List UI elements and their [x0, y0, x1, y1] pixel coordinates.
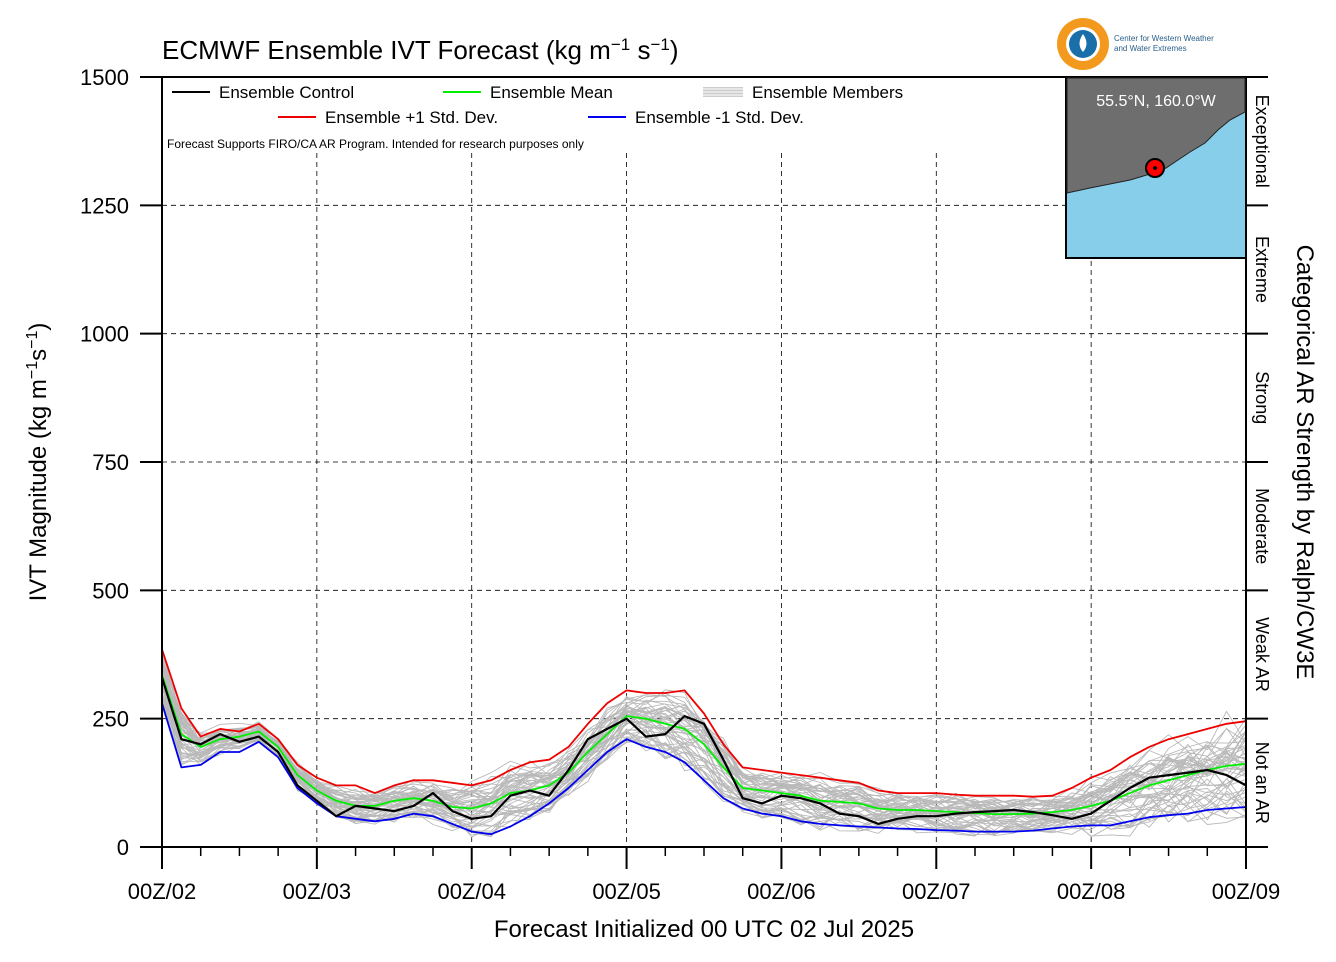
- y-tick-label: 750: [92, 450, 129, 475]
- right-axis-title: Categorical AR Strength by Ralph/CW3E: [1291, 245, 1318, 680]
- y-tick-label: 250: [92, 707, 129, 732]
- logo-text-line2: and Water Extremes: [1114, 44, 1187, 53]
- location-marker-center: [1153, 166, 1157, 170]
- series-line-ensemble-control: [160, 677, 1247, 826]
- x-tick-label: 00Z/07: [902, 879, 971, 904]
- category-label: Strong: [1252, 371, 1272, 424]
- x-tick-label: 00Z/04: [437, 879, 506, 904]
- ensemble-member-line: [161, 686, 1247, 833]
- y-axis: 0 250 500 750 1000 1250 1500: [80, 65, 162, 860]
- series-lines: [160, 649, 1247, 836]
- ensemble-member-line: [161, 668, 1247, 814]
- y-tick-label: 1500: [80, 65, 129, 90]
- category-label: Exceptional: [1252, 95, 1272, 188]
- legend-label: Ensemble Members: [752, 83, 903, 102]
- series-line-ensemble-mean: [161, 674, 1247, 815]
- location-inset-map: 55.5°N, 160.0°W: [1065, 76, 1247, 259]
- x-tick-label: 00Z/02: [128, 879, 197, 904]
- cw3e-logo: Center for Western Weather and Water Ext…: [1057, 18, 1214, 70]
- y-axis-title: IVT Magnitude (kg m−1s−1): [24, 323, 52, 602]
- ensemble-member-line: [161, 671, 1247, 815]
- ensemble-member-line: [161, 680, 1247, 827]
- legend-label: Ensemble +1 Std. Dev.: [325, 108, 498, 127]
- forecast-note: Forecast Supports FIRO/CA AR Program. In…: [167, 137, 584, 151]
- y-tick-label: 500: [92, 578, 129, 603]
- y-tick-label: 1000: [80, 322, 129, 347]
- category-label: Weak AR: [1252, 617, 1272, 692]
- x-tick-label: 00Z/08: [1057, 879, 1126, 904]
- inset-location-label: 55.5°N, 160.0°W: [1096, 93, 1216, 110]
- logo-text-line1: Center for Western Weather: [1114, 34, 1214, 43]
- ensemble-member-line: [161, 668, 1247, 816]
- ensemble-member-line: [161, 684, 1247, 827]
- series-line-ensemble-1-std-dev-: [161, 703, 1247, 836]
- category-label: Moderate: [1252, 488, 1272, 564]
- ensemble-member-line: [161, 648, 1247, 810]
- x-tick-label: 00Z/09: [1212, 879, 1281, 904]
- right-category-axis: Not an AR Weak AR Moderate Strong Extreme Exc…: [1246, 76, 1272, 848]
- category-label: Extreme: [1252, 236, 1272, 303]
- ensemble-member-line: [161, 662, 1247, 813]
- ensemble-member-line: [161, 667, 1247, 812]
- legend-label: Ensemble Mean: [490, 83, 613, 102]
- y-tick-label: 1250: [80, 193, 129, 218]
- category-label: Not an AR: [1252, 742, 1272, 824]
- ensemble-member-line: [161, 673, 1247, 822]
- grid-lines: [162, 153, 1246, 847]
- x-axis-title: Forecast Initialized 00 UTC 02 Jul 2025: [494, 916, 914, 943]
- x-tick-label: 00Z/05: [592, 879, 661, 904]
- chart-title: ECMWF Ensemble IVT Forecast (kg m−1 s−1): [162, 35, 679, 65]
- x-axis: 00Z/02 00Z/03 00Z/04 00Z/05 00Z/06 00Z/07 00Z/…: [128, 847, 1281, 904]
- legend-label: Ensemble Control: [219, 83, 354, 102]
- x-tick-label: 00Z/03: [283, 879, 352, 904]
- ensemble-member-line: [161, 658, 1247, 816]
- inset-land: [1066, 77, 1246, 194]
- logo-droplet-icon: [1079, 34, 1087, 52]
- x-tick-label: 00Z/06: [747, 879, 816, 904]
- ensemble-member-line: [161, 704, 1247, 838]
- legend-label: Ensemble -1 Std. Dev.: [635, 108, 804, 127]
- y-tick-label: 0: [117, 835, 129, 860]
- series-line-ensemble-1-std-dev-: [161, 649, 1247, 798]
- legend: Ensemble Control Ensemble Mean Ensemble Me…: [172, 83, 903, 127]
